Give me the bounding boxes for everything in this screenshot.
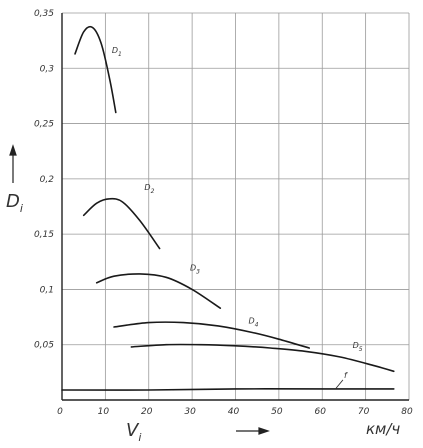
series-label-d4: D4 — [249, 317, 259, 329]
x-axis-title: Vi км/ч — [126, 420, 400, 444]
series — [61, 25, 395, 391]
series-label-d2: D2 — [144, 183, 154, 195]
x-tick-label: 10 — [98, 407, 110, 417]
x-axis-label: V — [126, 420, 140, 441]
x-tick-label: 30 — [184, 407, 196, 417]
svg-text:Vi: Vi — [126, 420, 141, 444]
y-axis-label-subscript: i — [20, 202, 23, 215]
x-tick-label: 80 — [401, 407, 413, 417]
x-tick-label: 60 — [315, 407, 327, 417]
x-axis-unit: км/ч — [366, 420, 400, 438]
series-line-d3 — [95, 273, 222, 309]
x-tick-label: 40 — [228, 407, 240, 417]
series-label-f-leader — [335, 379, 344, 389]
series-line-d4 — [113, 321, 310, 349]
series-label-d3: D3 — [190, 264, 200, 276]
y-tick-label: 0,25 — [34, 120, 54, 130]
y-axis-title: Di — [6, 144, 23, 215]
y-tick-label: 0,3 — [40, 64, 55, 74]
series-line-d1 — [74, 25, 117, 114]
x-axis-label-subscript: i — [138, 431, 141, 444]
series-label-f: f — [344, 371, 348, 380]
y-axis-label: D — [6, 191, 20, 212]
grid — [62, 12, 410, 400]
curve-labels: D1 D2 D3 D4 D5 f — [112, 46, 363, 389]
x-tick-label: 0 — [57, 407, 63, 417]
axes — [61, 13, 409, 401]
series-label-d5: D5 — [353, 341, 363, 353]
tick-labels: 0 10 20 30 40 50 60 70 80 0,05 0,1 0,15 0,2 0,25 0,3 0,… — [34, 9, 413, 417]
y-tick-label: 0,1 — [40, 285, 54, 295]
svg-text:Di: Di — [6, 191, 23, 215]
series-line-d5 — [130, 343, 395, 373]
series-label-d1: D1 — [112, 46, 122, 58]
y-tick-label: 0,05 — [34, 341, 54, 351]
y-axis-arrow-head-icon — [9, 144, 17, 156]
y-tick-label: 0,15 — [34, 230, 54, 240]
y-tick-label: 0,35 — [34, 9, 54, 19]
series-line-d2 — [82, 197, 161, 250]
x-tick-label: 20 — [141, 407, 153, 417]
series-line-f — [61, 388, 395, 391]
x-tick-label: 70 — [358, 407, 370, 417]
x-axis-arrow-head-icon — [258, 427, 270, 435]
y-tick-label: 0,2 — [40, 175, 55, 185]
x-tick-label: 50 — [271, 407, 283, 417]
